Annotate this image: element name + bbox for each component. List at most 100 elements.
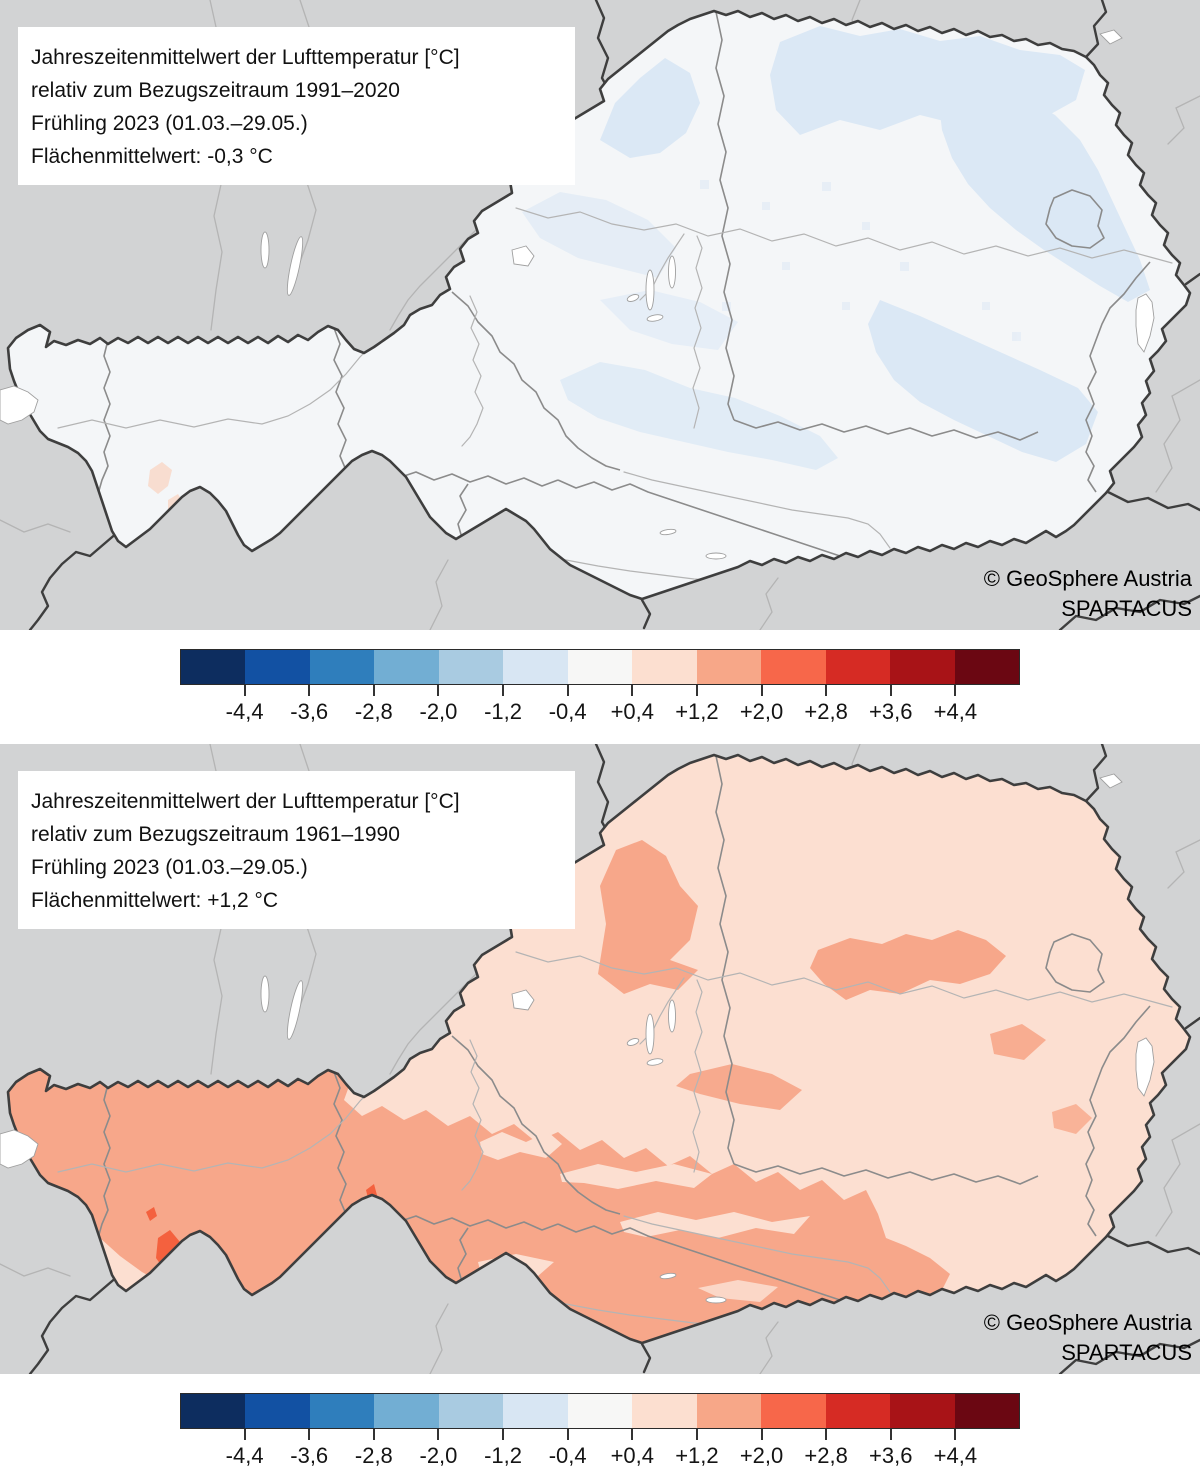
colorbar-tick-label: -4,4	[225, 699, 264, 724]
temperature-anomaly-colorbar: -4,4 -3,6 -2,8 -2,0 -1,2 -0,4 +0,4 +1,2 +2,0 +2,8…	[180, 649, 1020, 729]
colorbar-cell	[761, 1394, 826, 1428]
colorbar-tick-label: +0,4	[610, 699, 655, 724]
colorbar-cell	[954, 1394, 1020, 1428]
colorbar-tick	[437, 685, 440, 696]
temperature-anomaly-colorbar: -4,4 -3,6 -2,8 -2,0 -1,2 -0,4 +0,4 +1,2 +2,0 +2,8…	[180, 1393, 1020, 1473]
colorbar-cell	[438, 1394, 504, 1428]
colorbar-cell	[890, 1394, 955, 1428]
colorbar-cell	[245, 650, 310, 684]
colorbar-tick-label: -2,8	[354, 1443, 393, 1468]
colorbar-tick-label: +3,6	[869, 1443, 913, 1468]
map-reference-period-line: relativ zum Bezugszeitraum 1961–1990	[31, 823, 400, 846]
map-season-line: Frühling 2023 (01.03.–29.05.)	[31, 856, 308, 879]
colorbar-cell	[567, 1394, 633, 1428]
colorbar-tick	[566, 1429, 569, 1440]
colorbar-tick	[760, 1429, 763, 1440]
colorbar-tick	[954, 685, 957, 696]
colorbar-labels: -4,4 -3,6 -2,8 -2,0 -1,2 -0,4 +0,4 +1,2 +2,0 +2,8…	[180, 1443, 1020, 1473]
colorbar-tick-label: -2,0	[419, 1443, 458, 1468]
colorbar-tick-label: +0,4	[610, 1443, 655, 1468]
map-reference-period-line: relativ zum Bezugszeitraum 1991–2020	[31, 79, 400, 102]
colorbar-tick-label: +2,0	[739, 699, 784, 724]
colorbar-cell	[825, 650, 891, 684]
copyright-text: © GeoSphere Austria	[983, 1310, 1192, 1335]
colorbar-cell	[761, 650, 826, 684]
colorbar-cell	[245, 1394, 310, 1428]
colorbar-tick-label: -2,8	[354, 699, 393, 724]
colorbar-cell	[309, 1394, 375, 1428]
dataset-name: SPARTACUS	[1061, 1340, 1192, 1365]
colorbar-tick-label: -3,6	[290, 699, 329, 724]
colorbar-cell	[632, 1394, 697, 1428]
copyright-text: © GeoSphere Austria	[983, 566, 1192, 591]
colorbar-tick	[566, 685, 569, 696]
colorbar-tick-label: +4,4	[933, 699, 978, 724]
map-panel-1991-2020: Jahreszeitenmittelwert der Lufttemperatu…	[0, 0, 1200, 630]
colorbar-cell	[696, 1394, 762, 1428]
colorbar-cell	[181, 650, 246, 684]
colorbar-cell	[954, 650, 1020, 684]
map-title-line: Jahreszeitenmittelwert der Lufttemperatu…	[31, 46, 460, 69]
colorbar-tick-label: -0,4	[548, 1443, 587, 1468]
colorbar-cell	[696, 650, 762, 684]
colorbar-tick	[243, 1429, 246, 1440]
colorbar-tick-label: -3,6	[290, 1443, 329, 1468]
colorbar-tick-label: -1,2	[484, 699, 523, 724]
colorbar-tick-label: -2,0	[419, 699, 458, 724]
colorbar-ticks	[180, 1429, 1020, 1440]
colorbar-cell	[503, 1394, 568, 1428]
colorbar-tick-label: +1,2	[675, 1443, 719, 1468]
map-season-line: Frühling 2023 (01.03.–29.05.)	[31, 112, 308, 135]
colorbar-cell	[438, 650, 504, 684]
colorbar-tick	[954, 1429, 957, 1440]
colorbar-cell	[309, 650, 375, 684]
colorbar-ticks	[180, 685, 1020, 696]
attribution: © GeoSphere Austria SPARTACUS	[984, 1308, 1192, 1368]
colorbar-cell	[181, 1394, 246, 1428]
colorbar-labels: -4,4 -3,6 -2,8 -2,0 -1,2 -0,4 +0,4 +1,2 +2,0 +2,8…	[180, 699, 1020, 729]
attribution: © GeoSphere Austria SPARTACUS	[984, 564, 1192, 624]
colorbar-cells	[180, 649, 1020, 685]
colorbar-cell	[567, 650, 633, 684]
colorbar-tick	[308, 685, 311, 696]
colorbar-tick	[308, 1429, 311, 1440]
map-area-mean-line: Flächenmittelwert: -0,3 °C	[31, 145, 273, 168]
colorbar-tick-label: -4,4	[225, 1443, 264, 1468]
colorbar-tick	[889, 685, 892, 696]
colorbar-tick	[760, 685, 763, 696]
colorbar-cell	[374, 650, 439, 684]
colorbar-tick	[243, 685, 246, 696]
colorbar-tick-label: -0,4	[548, 699, 587, 724]
colorbar-tick	[437, 1429, 440, 1440]
map-title-line: Jahreszeitenmittelwert der Lufttemperatu…	[31, 790, 460, 813]
colorbar-tick-label: -1,2	[484, 1443, 523, 1468]
colorbar-cell	[632, 650, 697, 684]
colorbar-tick	[502, 685, 505, 696]
colorbar-tick-label: +2,8	[804, 699, 848, 724]
colorbar-tick	[695, 1429, 698, 1440]
map-area-mean-line: Flächenmittelwert: +1,2 °C	[31, 889, 279, 912]
colorbar-cells	[180, 1393, 1020, 1429]
dataset-name: SPARTACUS	[1061, 596, 1192, 621]
colorbar-tick	[502, 1429, 505, 1440]
colorbar-tick	[825, 1429, 828, 1440]
colorbar-tick	[372, 1429, 375, 1440]
colorbar-tick-label: +1,2	[675, 699, 719, 724]
colorbar-tick-label: +2,8	[804, 1443, 848, 1468]
colorbar-tick	[631, 685, 634, 696]
cool-anomaly-patches	[522, 26, 1150, 470]
colorbar-tick-label: +4,4	[933, 1443, 978, 1468]
map-info-box: Jahreszeitenmittelwert der Lufttemperatu…	[18, 27, 575, 185]
colorbar-cell	[890, 650, 955, 684]
map-info-box: Jahreszeitenmittelwert der Lufttemperatu…	[18, 771, 575, 929]
colorbar-tick-label: +3,6	[869, 699, 913, 724]
map-panel-1961-1990: Jahreszeitenmittelwert der Lufttemperatu…	[0, 744, 1200, 1374]
colorbar-tick-label: +2,0	[739, 1443, 784, 1468]
colorbar-tick	[372, 685, 375, 696]
colorbar-tick	[889, 1429, 892, 1440]
colorbar-cell	[374, 1394, 439, 1428]
colorbar-tick	[631, 1429, 634, 1440]
colorbar-tick	[695, 685, 698, 696]
colorbar-tick	[825, 685, 828, 696]
